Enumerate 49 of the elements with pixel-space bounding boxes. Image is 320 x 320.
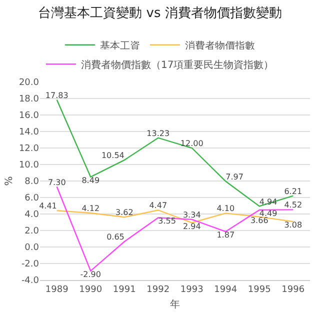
y-tick-label: 6.0 [24,194,40,204]
data-label: 13.23 [146,128,170,138]
y-axis-title: % [4,176,15,186]
x-tick-label: 1994 [214,284,238,295]
y-tick-label: 16.0 [18,111,40,122]
data-label: 3.62 [115,208,134,218]
x-tick-label: 1995 [248,284,271,295]
y-tick-label: 4.0 [24,210,40,220]
y-tick-label: 18.0 [18,94,40,105]
y-tick-label: 0.0 [24,243,40,254]
chart-title: 台灣基本工資變動 vs 消費者物價指數變動 [38,6,282,22]
data-label: 4.10 [216,204,235,214]
data-label: 8.49 [82,176,100,185]
x-tick-label: 1989 [45,284,69,295]
line-series [56,210,294,224]
data-label: 7.97 [226,172,244,182]
data-label: 12.00 [180,139,204,148]
x-axis-title: 年 [170,298,180,310]
legend-label: 消費者物價指數（17項重要民生物資指數） [81,59,274,71]
x-tick-label: 1990 [79,284,102,295]
data-label: 3.55 [158,216,176,226]
y-tick-label: 10.0 [18,160,40,171]
x-tick-label: 1996 [282,284,305,295]
data-label: 4.41 [39,202,57,211]
data-label: 0.65 [106,232,124,242]
y-tick-label: -4.0 [21,276,40,286]
data-label: 1.87 [216,230,235,240]
data-label: 7.30 [48,178,66,187]
y-tick-label: 2.0 [24,226,40,237]
y-tick-label: 12.0 [18,144,40,154]
x-tick-label: 1992 [146,284,170,295]
data-label: 3.34 [182,210,201,220]
data-label: 3.66 [250,216,268,225]
data-label: 6.21 [284,186,302,196]
data-label: 4.49 [259,208,278,218]
x-tick-label: 1991 [112,284,136,295]
data-label: 10.54 [101,151,124,160]
data-label: 3.08 [284,220,302,230]
data-label: 4.52 [284,200,302,210]
y-tick-label: 8.0 [24,177,40,188]
data-label: 17.83 [45,90,68,100]
data-label: 4.12 [82,204,100,214]
y-tick-label: 20.0 [18,78,40,88]
data-label: 4.47 [149,201,168,210]
data-label: -2.90 [80,270,101,279]
x-tick-label: 1993 [180,284,204,295]
data-label: 2.94 [182,222,201,231]
y-tick-label: 14.0 [18,128,40,138]
y-tick-label: -2.0 [21,260,40,270]
